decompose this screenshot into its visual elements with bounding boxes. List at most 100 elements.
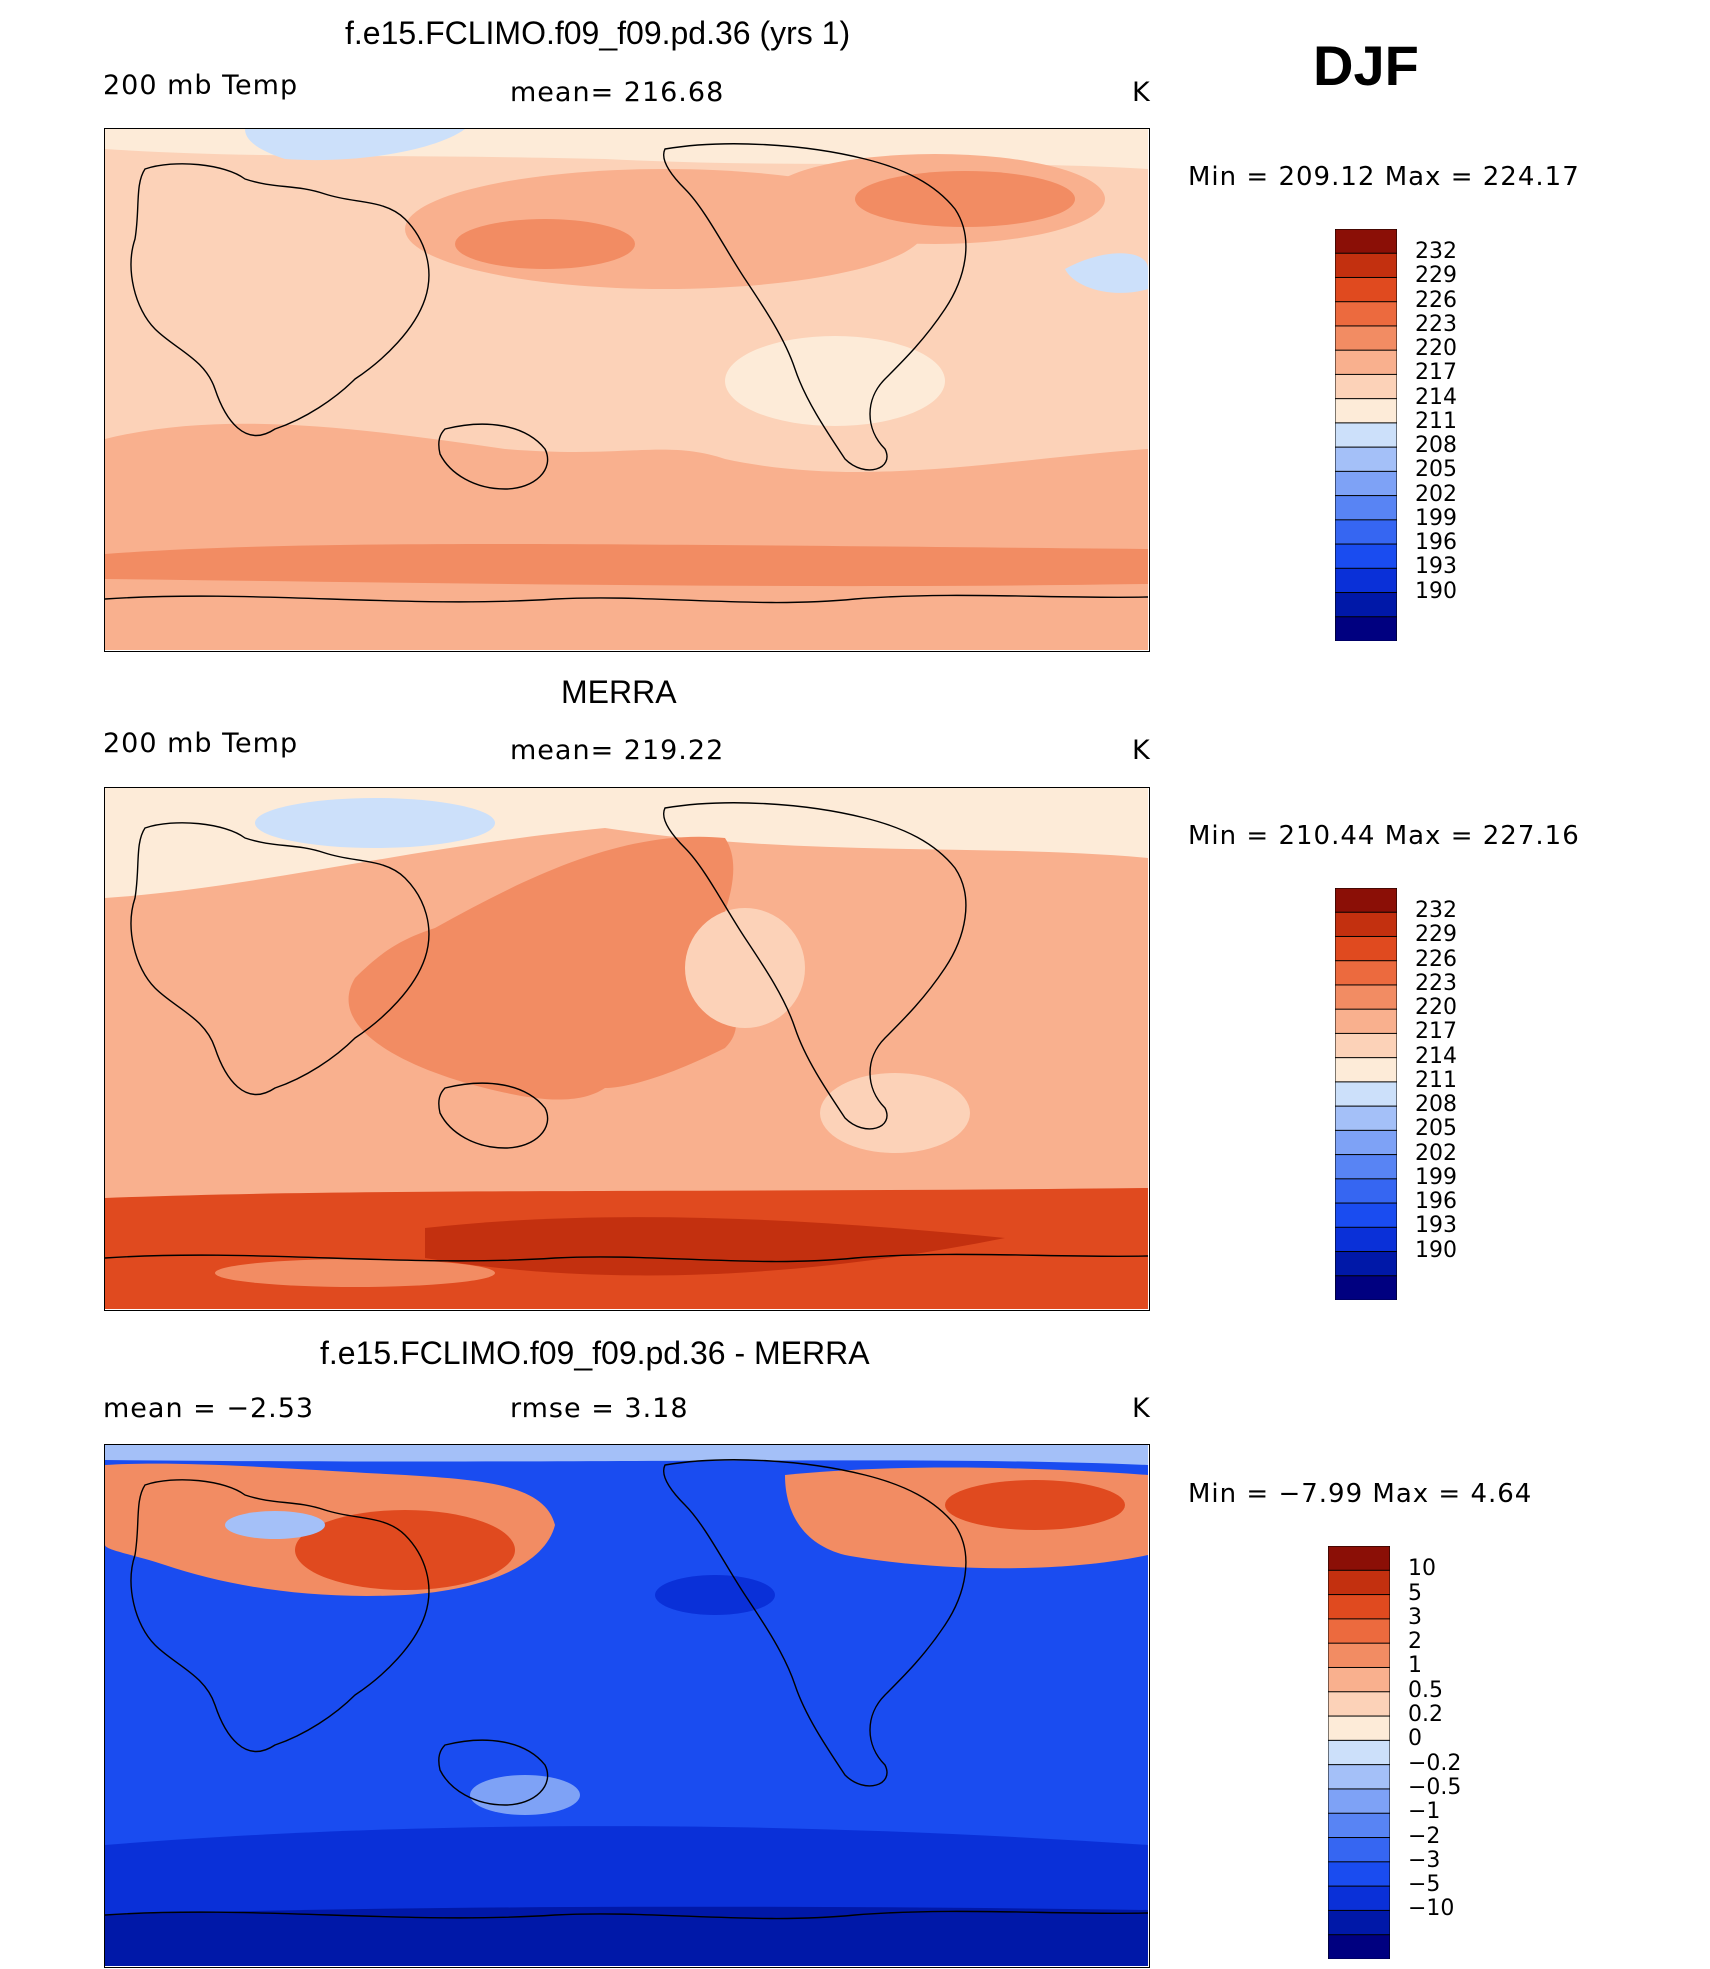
colorbar-tick-label: −0.5 — [1408, 1774, 1462, 1800]
colorbar-swatch — [1334, 276, 1398, 303]
colorbar-swatch — [1334, 1202, 1398, 1229]
coastline-australia — [438, 1082, 549, 1149]
colorbar-swatch — [1327, 1934, 1391, 1960]
colorbar-swatch — [1327, 1642, 1391, 1669]
colorbar-swatch — [1334, 398, 1398, 424]
colorbar-tick-label: 193 — [1415, 554, 1457, 580]
panel-1-minmax: Min = 209.12 Max = 224.17 — [1188, 162, 1580, 192]
coastline-australia — [438, 423, 549, 490]
coastline-antarctica — [105, 1910, 1148, 1920]
colorbar-tick-label: 1 — [1408, 1653, 1422, 1679]
colorbar-tick-label: −3 — [1408, 1847, 1441, 1873]
colorbar-tick-label: 190 — [1415, 578, 1457, 604]
colorbar-swatch — [1334, 960, 1398, 986]
colorbar-swatch — [1327, 1569, 1391, 1596]
colorbar-swatch — [1334, 1251, 1398, 1277]
colorbar-tick-label: 2 — [1408, 1629, 1422, 1655]
colorbar-swatch — [1334, 325, 1398, 351]
field-eurasia-hot — [295, 1510, 515, 1590]
colorbar-swatch — [1334, 301, 1398, 327]
field-south-pacific-cool — [820, 1073, 970, 1153]
colorbar-tick-label: 220 — [1415, 995, 1457, 1021]
field-cold-siberia — [255, 798, 495, 848]
colorbar-swatch — [1327, 1837, 1391, 1863]
panel-2-title: MERRA — [561, 674, 677, 710]
field-na-cool — [685, 908, 805, 1028]
panel-2-mean-label: mean= 219.22 — [510, 735, 725, 766]
colorbar-tick-label: 217 — [1415, 1019, 1457, 1045]
colorbar-tick-label: 3 — [1408, 1604, 1422, 1630]
field-cold-arctic-spot — [245, 129, 465, 161]
field-japan-warmer — [455, 219, 635, 269]
colorbar-tick-label: 214 — [1415, 384, 1457, 410]
coastline-americas — [663, 143, 967, 471]
colorbar-swatch — [1327, 1861, 1391, 1887]
field-pacific-cold — [655, 1575, 775, 1615]
colorbar-tick-label: −5 — [1408, 1872, 1441, 1898]
colorbar-tick-label: −0.2 — [1408, 1750, 1462, 1776]
colorbar-swatch — [1334, 935, 1398, 962]
panel-3-units-label: K — [1132, 1393, 1151, 1424]
coastline-australia — [438, 1739, 549, 1806]
colorbar-swatch — [1334, 911, 1398, 938]
field-australia-cool — [470, 1775, 580, 1815]
field-southern-hottest — [425, 1217, 1005, 1276]
colorbar-swatch — [1334, 252, 1398, 279]
coastline-eurasia-africa — [130, 1479, 430, 1752]
colorbar-tick-label: 217 — [1415, 360, 1457, 386]
coastline-antarctica — [105, 594, 1148, 604]
colorbar-tick-label: −10 — [1408, 1896, 1455, 1922]
colorbar-swatch — [1334, 349, 1398, 376]
colorbar-swatch — [1334, 446, 1398, 473]
panel-2-units-label: K — [1132, 735, 1151, 766]
season-label: DJF — [1313, 34, 1419, 97]
panel-3-colorbar — [1327, 1545, 1391, 1963]
colorbar-tick-label: 205 — [1415, 457, 1457, 483]
coastline-americas — [663, 1459, 967, 1787]
colorbar-swatch — [1327, 1788, 1391, 1815]
colorbar-swatch — [1327, 1812, 1391, 1839]
colorbar-swatch — [1334, 1032, 1398, 1059]
colorbar-tick-label: 226 — [1415, 946, 1457, 972]
panel-1-colorbar — [1334, 228, 1398, 645]
field-antarctic-cooler — [215, 1259, 495, 1287]
field-atlantic-hot — [945, 1480, 1125, 1530]
colorbar-swatch — [1327, 1909, 1391, 1936]
coastline-eurasia-africa — [130, 822, 430, 1095]
panel-1-map — [104, 128, 1150, 652]
colorbar-swatch — [1327, 1545, 1391, 1572]
colorbar-tick-label: 202 — [1415, 481, 1457, 507]
colorbar-swatch — [1334, 1008, 1398, 1035]
panel-3-map — [104, 1444, 1150, 1968]
colorbar-swatch — [1334, 567, 1398, 594]
colorbar-swatch — [1334, 228, 1398, 255]
panel-1-mean-label: mean= 216.68 — [510, 77, 725, 108]
colorbar-swatch — [1334, 1105, 1398, 1132]
colorbar-swatch — [1334, 1226, 1398, 1253]
colorbar-swatch — [1327, 1739, 1391, 1766]
colorbar-tick-label: 208 — [1415, 1092, 1457, 1118]
colorbar-swatch — [1334, 887, 1398, 914]
colorbar-tick-label: −1 — [1408, 1799, 1441, 1825]
colorbar-tick-label: 10 — [1408, 1556, 1436, 1582]
panel-3-mean-label: mean = −2.53 — [103, 1393, 315, 1424]
colorbar-swatch — [1334, 543, 1398, 570]
colorbar-swatch — [1327, 1764, 1391, 1790]
coastline-antarctica — [105, 1253, 1148, 1263]
colorbar-swatch — [1327, 1885, 1391, 1912]
colorbar-tick-label: 226 — [1415, 287, 1457, 313]
colorbar-swatch — [1334, 373, 1398, 400]
field-south-pacific-cool — [725, 336, 945, 426]
colorbar-tick-label: 190 — [1415, 1237, 1457, 1263]
colorbar-tick-label: 205 — [1415, 1116, 1457, 1142]
panel-3-minmax: Min = −7.99 Max = 4.64 — [1188, 1479, 1533, 1509]
colorbar-swatch — [1327, 1666, 1391, 1693]
panel-1-variable-label: 200 mb Temp — [103, 70, 299, 101]
colorbar-swatch — [1334, 1275, 1398, 1301]
field-arctic-thin — [105, 1445, 1148, 1465]
field-pacific-warm — [348, 836, 736, 1100]
colorbar-tick-label: −2 — [1408, 1823, 1441, 1849]
colorbar-tick-label: 214 — [1415, 1043, 1457, 1069]
field-southern-jet — [105, 544, 1148, 587]
coastline-americas — [663, 802, 967, 1130]
